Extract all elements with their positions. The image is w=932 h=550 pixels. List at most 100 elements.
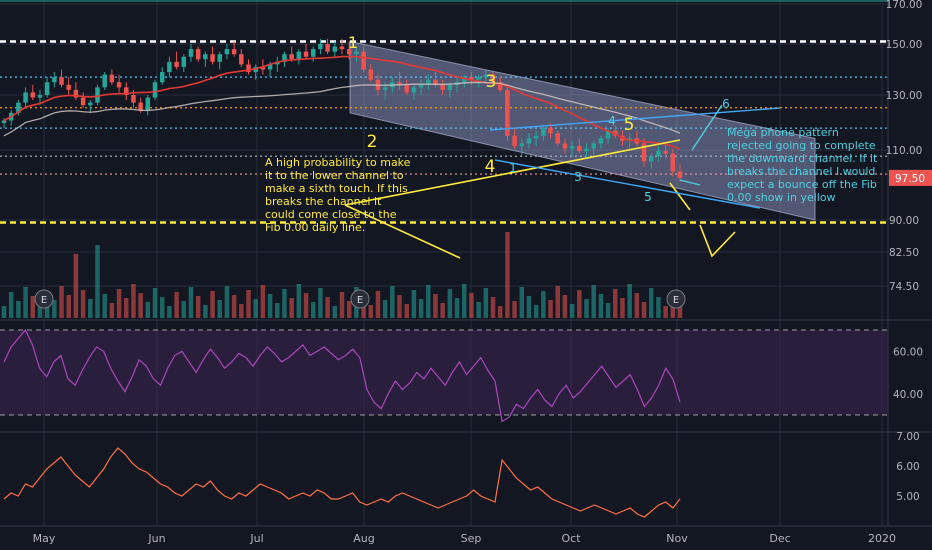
volume-bar xyxy=(239,304,244,318)
candle-body xyxy=(591,143,596,149)
volume-bar xyxy=(382,300,388,318)
rsi-tick-label: 40.00 xyxy=(893,389,923,401)
candle-body xyxy=(361,51,366,70)
note-yellow-line: it to the lower channel to xyxy=(265,169,404,182)
price-tick-label: 110.00 xyxy=(886,145,923,157)
candle-body xyxy=(203,54,208,60)
volume-bar xyxy=(555,286,560,318)
volume-bar xyxy=(102,294,107,318)
rsi-tick-label: 60.00 xyxy=(893,346,923,358)
volume-bar xyxy=(152,288,158,318)
candle-body xyxy=(195,49,201,60)
wave-label: 1 xyxy=(348,33,358,52)
candle-body xyxy=(1,120,7,124)
volume-bar xyxy=(368,305,374,318)
volume-bar xyxy=(188,287,194,318)
volume-bar xyxy=(620,298,625,318)
candle-body xyxy=(404,84,409,93)
volume-bar xyxy=(174,292,179,318)
volume-bar xyxy=(332,306,338,318)
volume-bar xyxy=(325,297,330,318)
candle-body xyxy=(217,54,222,62)
note-cyan-line: rejected going to complete xyxy=(727,139,876,152)
volume-bar xyxy=(267,294,273,318)
volume-bar xyxy=(447,289,453,318)
yellow-arrow-line xyxy=(669,182,691,211)
volume-bar xyxy=(1,306,7,318)
wave-label: 6 xyxy=(722,97,730,111)
volume-bar xyxy=(339,292,345,318)
candle-body xyxy=(318,44,323,50)
candle-body xyxy=(440,84,445,90)
candle-body xyxy=(282,54,287,62)
x-axis-label: Nov xyxy=(666,532,688,545)
candle-body xyxy=(663,151,668,154)
volume-bar xyxy=(217,300,222,318)
volume-bar xyxy=(512,301,517,318)
candle-body xyxy=(562,143,568,149)
volume-bar xyxy=(203,305,208,318)
candle-body xyxy=(131,95,136,103)
candle-body xyxy=(490,74,496,83)
rsi-band xyxy=(0,330,888,415)
volume-bar xyxy=(37,305,43,318)
wave-label: 3 xyxy=(574,170,582,184)
candle-body xyxy=(433,79,438,85)
volume-bar xyxy=(195,296,201,318)
wave-label: 2 xyxy=(367,132,378,152)
moving-average-slow xyxy=(3,81,681,137)
candle-body xyxy=(102,74,107,88)
volume-bar xyxy=(548,300,553,318)
volume-bar xyxy=(282,289,287,318)
volume-bar xyxy=(260,285,266,318)
volume-bar xyxy=(131,284,136,318)
volume-bar xyxy=(613,289,618,318)
candle-body xyxy=(577,146,582,152)
volume-bar xyxy=(411,290,417,318)
volume-bar xyxy=(167,306,172,318)
candle-body xyxy=(267,64,273,70)
volume-bar xyxy=(533,305,539,318)
volume-bar xyxy=(210,291,215,318)
rsi-panel[interactable] xyxy=(0,328,888,423)
candle-body xyxy=(289,54,294,60)
volume-bar xyxy=(318,288,323,318)
grid xyxy=(0,0,932,527)
candle-body xyxy=(584,148,589,152)
volume-bar xyxy=(181,301,187,318)
candle-body xyxy=(512,135,517,146)
volume-bar xyxy=(138,293,143,318)
candle-body xyxy=(526,138,532,144)
volume-bar xyxy=(303,293,309,318)
rsi-line xyxy=(3,328,681,423)
note-cyan-line: breaks the channel I would xyxy=(727,165,875,178)
candle-body xyxy=(382,87,388,90)
candle-body xyxy=(569,146,575,149)
candle-body xyxy=(296,51,302,60)
last-price-label: 97.50 xyxy=(895,173,925,185)
note-yellow-line: Fib 0.00 daily line. xyxy=(265,221,365,234)
wave-label: 4 xyxy=(485,157,496,177)
candle-body xyxy=(145,97,151,111)
candle-body xyxy=(260,66,266,70)
candle-body xyxy=(159,72,165,83)
volume-bar xyxy=(497,306,503,318)
candle-body xyxy=(555,133,560,144)
candle-body xyxy=(411,87,417,93)
volume-bar xyxy=(656,297,661,318)
candle-body xyxy=(505,89,510,136)
candle-body xyxy=(88,102,93,106)
candle-body xyxy=(519,143,525,146)
candle-body xyxy=(426,79,431,85)
candle-body xyxy=(174,61,179,67)
hv-panel[interactable] xyxy=(3,447,681,518)
volume-bar xyxy=(124,298,129,318)
volume-bar xyxy=(390,286,395,318)
candle-body xyxy=(641,143,647,162)
candle-body xyxy=(497,82,503,90)
volume-bar xyxy=(109,303,115,318)
volume-bar xyxy=(80,290,86,318)
